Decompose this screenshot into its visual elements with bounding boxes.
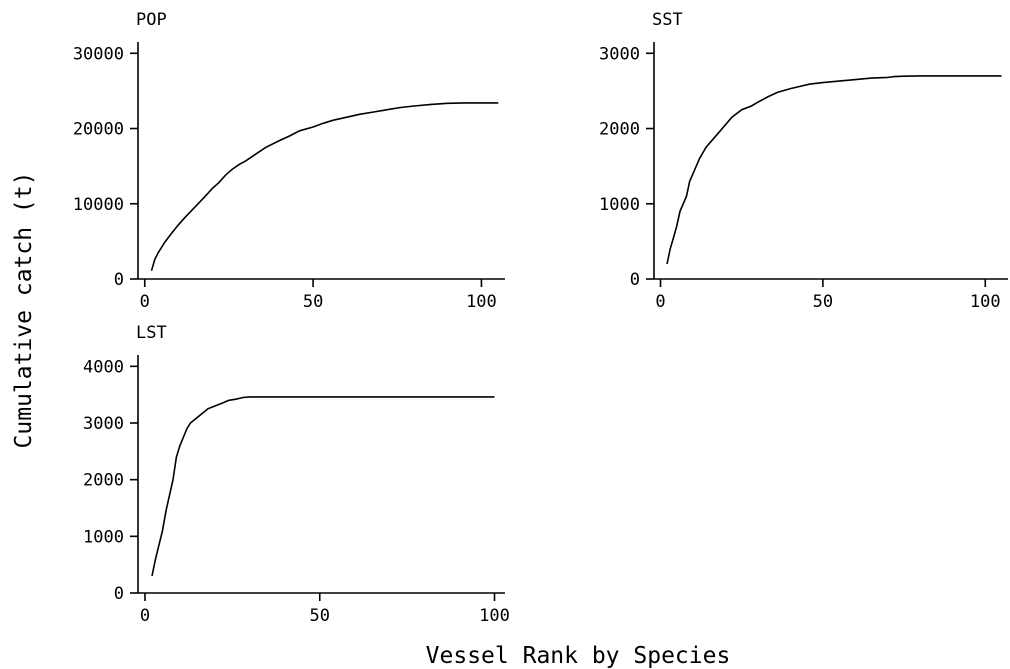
pop-x-tick-label: 100 [466,292,497,312]
sst-x-tick-label: 100 [970,292,1001,312]
lst-y-tick-label: 1000 [83,527,124,547]
panel-sst: SST 0 1000 2000 3000 0 50 100 [599,10,1008,312]
lst-y-tick-label: 2000 [83,471,124,491]
lst-y-tick-label: 4000 [83,357,124,377]
pop-y-tick-label: 30000 [73,44,124,64]
pop-panel-title: POP [136,10,167,30]
y-axis-title: Cumulative catch (t) [11,172,37,449]
pop-x-tick-label: 50 [303,292,323,312]
sst-y-tick-label: 1000 [599,195,640,215]
lst-x-tick-label: 50 [310,606,330,626]
lst-x-tick-label: 100 [479,606,510,626]
pop-cumulative-line [150,102,499,271]
sst-cumulative-line [666,75,1002,265]
lst-y-tick-label: 3000 [83,414,124,434]
lst-panel-title: LST [136,323,167,343]
lst-cumulative-line [151,396,495,577]
sst-panel-title: SST [652,10,683,30]
sst-y-tick-label: 2000 [599,120,640,140]
x-axis-title: Vessel Rank by Species [426,643,731,669]
sst-x-tick-label: 0 [655,292,665,312]
panel-lst: LST 0 1000 2000 3000 4000 0 50 100 [83,323,510,626]
pop-x-tick-label: 0 [140,292,150,312]
lst-y-tick-label: 0 [114,584,124,604]
panel-pop: POP 0 10000 20000 30000 0 50 100 [73,10,505,312]
sst-y-tick-label: 0 [630,270,640,290]
pop-y-tick-label: 20000 [73,120,124,140]
sst-x-tick-label: 50 [813,292,833,312]
pop-y-tick-label: 0 [114,270,124,290]
pop-y-tick-label: 10000 [73,195,124,215]
sst-y-tick-label: 3000 [599,44,640,64]
lst-x-tick-label: 0 [140,606,150,626]
